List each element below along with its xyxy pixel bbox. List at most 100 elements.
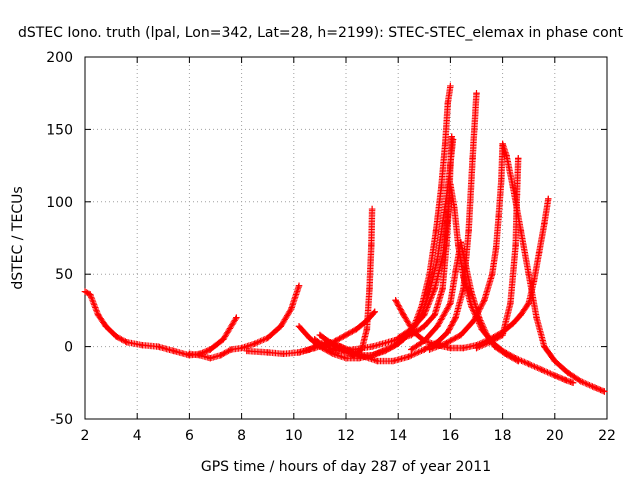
data-point xyxy=(431,285,438,292)
data-point xyxy=(207,346,214,353)
data-point xyxy=(421,311,428,318)
data-point xyxy=(217,352,224,359)
data-point xyxy=(495,213,502,220)
data-point xyxy=(426,346,433,353)
data-point xyxy=(421,337,428,345)
data-point xyxy=(515,155,522,162)
data-point xyxy=(264,349,271,356)
x-tick-label: 12 xyxy=(337,428,355,444)
data-point xyxy=(525,299,532,307)
data-point xyxy=(470,317,478,324)
data-point xyxy=(499,140,506,148)
data-point xyxy=(460,273,467,281)
data-point xyxy=(154,343,162,350)
data-series-13 xyxy=(473,155,522,352)
data-point xyxy=(541,220,548,227)
y-tick-label: -50 xyxy=(50,412,73,428)
data-point xyxy=(432,227,440,234)
data-point xyxy=(444,100,451,107)
data-point xyxy=(405,353,412,360)
data-point xyxy=(332,337,339,345)
data-series-11 xyxy=(408,239,522,365)
data-point xyxy=(545,195,552,203)
data-point xyxy=(306,334,313,342)
data-point xyxy=(562,376,569,384)
data-point xyxy=(451,204,458,211)
x-tick-label: 18 xyxy=(494,428,512,444)
data-point xyxy=(311,336,318,343)
data-point xyxy=(462,263,470,271)
data-point xyxy=(295,282,303,289)
data-point xyxy=(452,314,459,321)
x-tick-label: 22 xyxy=(598,428,616,444)
data-point xyxy=(196,352,204,359)
x-tick-label: 14 xyxy=(389,428,407,444)
data-point xyxy=(481,297,488,304)
data-point xyxy=(569,379,577,386)
data-point xyxy=(447,181,454,188)
data-point xyxy=(538,366,545,373)
data-point xyxy=(306,346,313,353)
data-point xyxy=(392,297,399,304)
data-point xyxy=(368,242,375,249)
data-point xyxy=(486,339,493,346)
data-point xyxy=(368,352,376,359)
data-point xyxy=(113,333,120,340)
data-point xyxy=(499,331,506,339)
chart-title: dSTEC Iono. truth (lpal, Lon=342, Lat=28… xyxy=(18,25,624,41)
data-point xyxy=(564,369,572,376)
data-point xyxy=(426,271,433,278)
data-point xyxy=(509,184,517,191)
series-layer xyxy=(81,82,608,395)
data-point xyxy=(441,340,449,347)
data-point xyxy=(441,140,449,148)
data-point xyxy=(444,213,451,220)
data-point xyxy=(535,249,543,256)
data-point xyxy=(363,326,371,333)
data-point xyxy=(513,191,521,198)
x-tick-label: 4 xyxy=(133,428,142,444)
data-series-4 xyxy=(295,136,457,362)
data-point xyxy=(227,346,235,353)
series-markers xyxy=(295,136,457,362)
data-point xyxy=(439,253,446,261)
data-point xyxy=(123,339,130,346)
data-point xyxy=(102,323,110,330)
data-point xyxy=(498,176,505,184)
data-point xyxy=(342,331,350,339)
data-point xyxy=(431,311,438,318)
y-tick-label: 150 xyxy=(46,122,73,138)
data-point xyxy=(295,349,303,356)
data-point xyxy=(368,205,376,213)
data-point xyxy=(353,326,360,333)
data-point xyxy=(342,354,350,362)
data-point xyxy=(515,357,522,365)
data-point xyxy=(329,350,337,358)
data-point xyxy=(525,360,532,368)
data-point xyxy=(601,388,608,395)
data-point xyxy=(186,350,193,358)
data-point xyxy=(525,271,532,278)
data-point xyxy=(452,268,459,275)
data-point xyxy=(502,350,509,358)
data-point xyxy=(533,314,540,321)
data-point xyxy=(460,344,467,352)
x-tick-label: 8 xyxy=(237,428,246,444)
data-point xyxy=(374,357,381,365)
data-point xyxy=(492,244,500,252)
data-point xyxy=(444,328,451,336)
data-point xyxy=(530,278,538,285)
data-point xyxy=(368,343,376,350)
data-series-5 xyxy=(295,90,480,365)
x-tick-label: 10 xyxy=(285,428,303,444)
data-point xyxy=(243,347,251,355)
data-point xyxy=(447,299,454,307)
data-point xyxy=(577,378,585,385)
data-point xyxy=(469,155,476,162)
x-tick-label: 20 xyxy=(546,428,564,444)
data-point xyxy=(361,353,368,360)
data-point xyxy=(170,347,177,355)
data-point xyxy=(434,323,441,330)
data-point xyxy=(400,311,407,318)
